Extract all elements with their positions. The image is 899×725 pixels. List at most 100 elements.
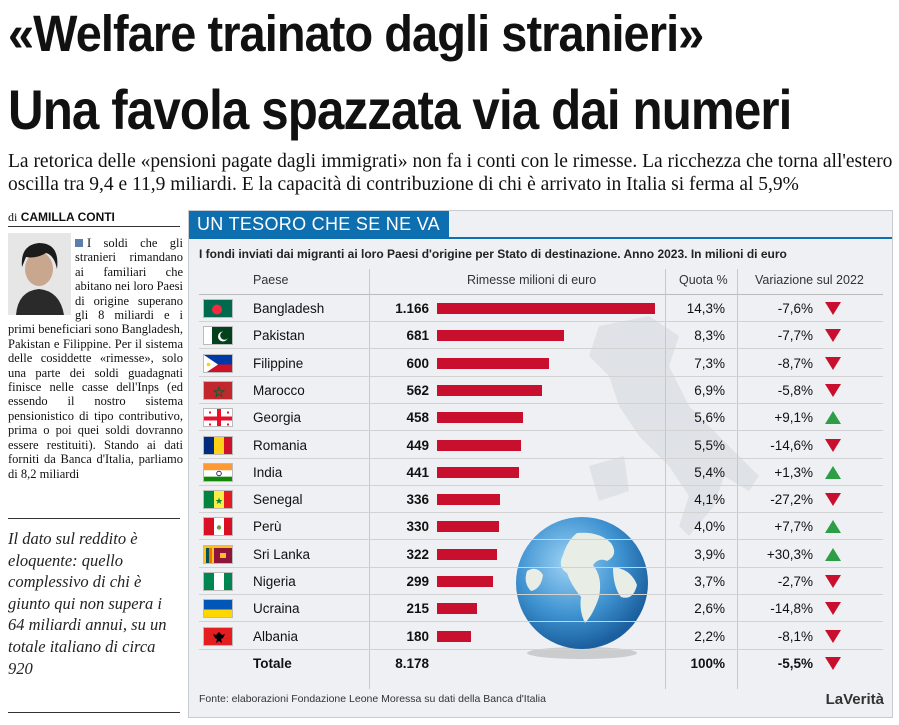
pull-quote: Il dato sul reddito è eloquente: quello …	[8, 529, 167, 678]
ukraine-flag-graphic	[204, 600, 232, 618]
sidebar-bottom-divider	[8, 712, 180, 713]
share-value: 4,0%	[694, 519, 725, 535]
ukraine-flag	[203, 599, 233, 619]
share-value: 3,7%	[694, 574, 725, 589]
country-name: Sri Lanka	[253, 546, 311, 562]
change-value: -14,8%	[770, 601, 813, 617]
country-name: Bangladesh	[253, 301, 325, 316]
trend-down-icon	[825, 329, 841, 343]
remittance-value: 299	[406, 574, 429, 589]
column-divider	[665, 269, 666, 689]
change-value: -2,7%	[777, 574, 813, 589]
share-value: 3,9%	[694, 546, 725, 562]
remittance-bar	[437, 330, 564, 342]
column-divider	[369, 269, 370, 689]
table-row: Filippine 600 7,3% -8,7%	[189, 350, 892, 377]
peru-flag-graphic	[204, 518, 232, 536]
row-divider	[199, 648, 883, 650]
column-divider	[737, 269, 738, 689]
author-photo	[8, 233, 71, 315]
row-divider	[199, 457, 883, 459]
remittance-value: 330	[406, 519, 429, 535]
column-header-remittances: Rimesse milioni di euro	[467, 273, 597, 287]
india-flag-graphic	[204, 463, 232, 481]
table-row: Bangladesh 1.166 14,3% -7,6%	[189, 295, 892, 322]
column-header-share: Quota %	[679, 273, 728, 287]
change-value: +9,1%	[774, 410, 813, 426]
headline-line-1: «Welfare trainato dagli stranieri»	[8, 5, 704, 62]
table-row: India 441 5,4% +1,3%	[189, 459, 892, 486]
share-value: 2,2%	[694, 628, 725, 644]
row-divider	[199, 321, 883, 322]
country-name: Georgia	[253, 410, 302, 426]
remittance-bar	[437, 303, 655, 314]
share-value: 4,1%	[694, 492, 725, 508]
trend-down-icon	[825, 575, 841, 588]
remittance-value: 8.178	[395, 655, 429, 671]
country-name: Totale	[253, 655, 292, 671]
remittance-bar	[437, 603, 477, 615]
remittance-value: 1.166	[395, 301, 429, 316]
bangladesh-flag-graphic	[204, 300, 232, 317]
infographic-panel: UN TESORO CHE SE NE VA I fondi inviati d…	[188, 210, 893, 718]
country-name: Ucraina	[253, 601, 300, 617]
remittance-bar	[437, 521, 499, 533]
article-deck: La retorica delle «pensioni pagate dagli…	[8, 151, 893, 195]
philippines-flag-graphic	[204, 354, 232, 372]
philippines-flag	[203, 353, 233, 373]
remittance-value: 180	[406, 628, 429, 644]
morocco-flag	[203, 380, 233, 400]
remittance-value: 600	[406, 355, 429, 371]
table-row: Sri Lanka 322 3,9% +30,3%	[189, 541, 892, 568]
row-divider	[199, 594, 883, 595]
italy-map-illustration	[589, 316, 759, 536]
share-value: 8,3%	[694, 328, 725, 344]
remittance-bar	[437, 466, 519, 478]
infographic-subtitle: I fondi inviati dai migranti ai loro Pae…	[199, 247, 787, 261]
country-name: Pakistan	[253, 328, 305, 344]
trend-down-icon	[825, 356, 841, 370]
share-value: 14,3%	[686, 301, 725, 316]
row-divider	[199, 484, 883, 486]
country-name: Albania	[253, 628, 299, 644]
trend-down-icon	[825, 602, 841, 616]
headline-line-2: Una favola spazzata via dai numeri	[8, 78, 792, 141]
share-value: 2,6%	[694, 601, 725, 617]
remittance-bar	[437, 548, 497, 560]
remittance-value: 441	[406, 464, 429, 480]
morocco-flag-graphic	[204, 381, 232, 399]
change-value: +30,3%	[766, 546, 813, 562]
byline-divider	[8, 226, 180, 227]
table-row: Ucraina 215 2,6% -14,8%	[189, 595, 892, 623]
remittance-bar	[437, 439, 521, 451]
romania-flag	[203, 435, 233, 455]
change-value: -14,6%	[770, 437, 813, 453]
article-body: I soldi che gli stranieri rimandano ai f…	[8, 236, 183, 481]
remittance-value: 336	[406, 492, 429, 508]
change-value: -5,8%	[777, 382, 813, 398]
row-divider	[199, 566, 883, 568]
sidebar-divider	[8, 518, 180, 519]
bullet-square-icon	[75, 239, 83, 247]
change-value: -8,7%	[777, 355, 813, 371]
remittance-value: 562	[406, 382, 429, 398]
remittance-bar	[437, 412, 523, 424]
trend-up-icon	[825, 465, 841, 479]
share-value: 5,5%	[694, 437, 725, 453]
trend-up-icon	[825, 520, 841, 534]
country-name: Filippine	[253, 355, 304, 371]
row-divider	[199, 430, 883, 432]
change-value: -7,6%	[777, 301, 813, 316]
country-name: Senegal	[253, 492, 303, 508]
remittance-value: 449	[406, 437, 429, 453]
row-divider	[199, 539, 883, 541]
remittance-bar	[437, 384, 542, 396]
trend-up-icon	[825, 547, 841, 561]
remittance-value: 322	[406, 546, 429, 562]
remittance-bar	[437, 630, 471, 642]
column-header-rule	[199, 294, 883, 295]
georgia-flag-graphic	[204, 409, 232, 427]
share-value: 5,6%	[694, 410, 725, 426]
country-name: Nigeria	[253, 574, 296, 589]
source-note: Fonte: elaborazioni Fondazione Leone Mor…	[199, 693, 546, 705]
